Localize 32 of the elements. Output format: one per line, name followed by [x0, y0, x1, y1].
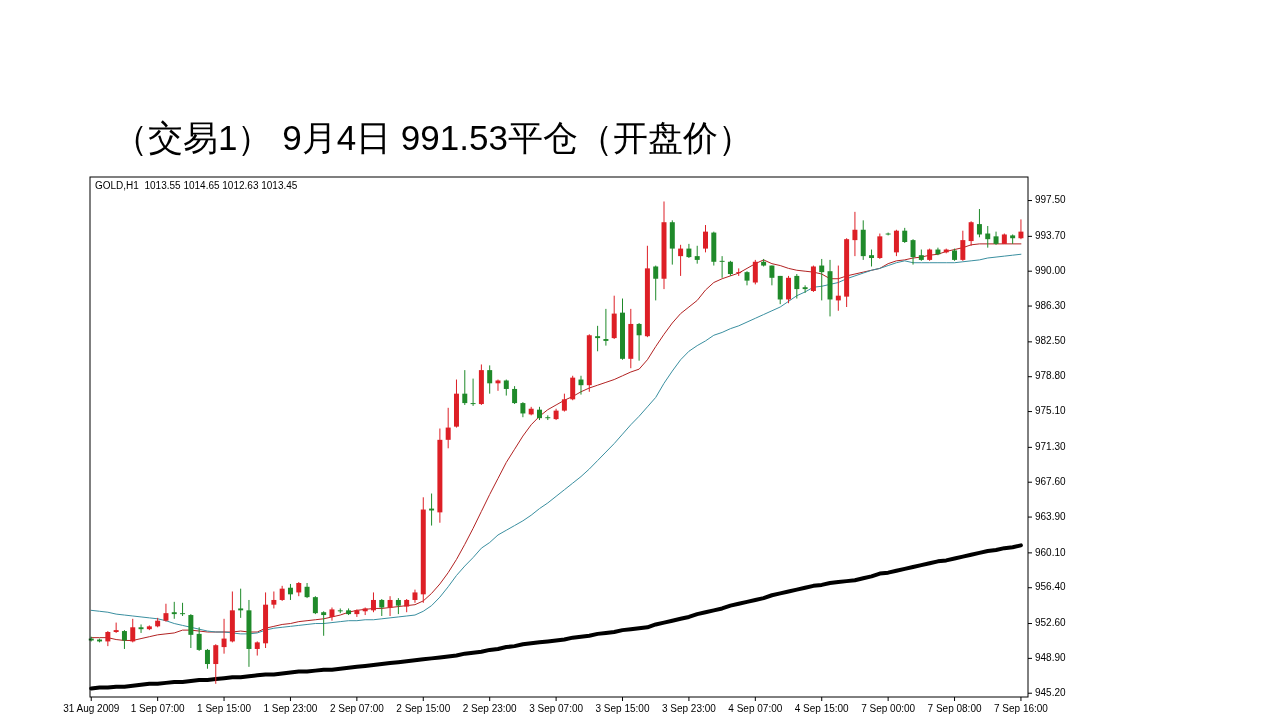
ytick: 986.30	[1035, 299, 1066, 311]
xtick: 4 Sep 15:00	[794, 703, 849, 714]
ytick: 952.60	[1035, 617, 1066, 629]
xtick: 1 Sep 07:00	[130, 703, 185, 714]
title: （交易1） 9月4日 991.53平仓（开盘价）	[113, 118, 753, 157]
ytick: 960.10	[1035, 546, 1066, 558]
xtick: 1 Sep 15:00	[197, 703, 252, 714]
ytick: 990.00	[1035, 264, 1066, 276]
xtick: 3 Sep 07:00	[529, 703, 584, 714]
xtick: 2 Sep 07:00	[329, 703, 384, 714]
xtick: 4 Sep 07:00	[728, 703, 783, 714]
ytick: 956.40	[1035, 581, 1066, 593]
xtick: 31 Aug 2009	[63, 703, 120, 714]
xtick: 1 Sep 23:00	[263, 703, 318, 714]
xtick: 7 Sep 16:00	[994, 703, 1048, 714]
xtick: 7 Sep 08:00	[927, 703, 982, 714]
xtick: 3 Sep 15:00	[595, 703, 650, 714]
ytick: 978.80	[1035, 370, 1066, 382]
ytick: 971.30	[1035, 441, 1066, 452]
ytick: 967.60	[1035, 475, 1066, 487]
xtick: 2 Sep 23:00	[462, 703, 517, 714]
ytick: 993.70	[1035, 230, 1066, 241]
ytick: 997.50	[1035, 194, 1066, 206]
ytick: 948.90	[1035, 652, 1066, 663]
ytick: 982.50	[1035, 335, 1066, 347]
xtick: 3 Sep 23:00	[661, 703, 716, 714]
annotation: GOLD,H1 1013.55 1014.65 1012.63 1013.45	[95, 180, 298, 191]
xtick: 7 Sep 00:00	[861, 703, 916, 714]
ytick: 945.20	[1035, 686, 1066, 698]
xtick: 2 Sep 15:00	[396, 703, 451, 714]
ytick: 963.90	[1035, 510, 1066, 522]
ytick: 975.10	[1035, 405, 1066, 417]
